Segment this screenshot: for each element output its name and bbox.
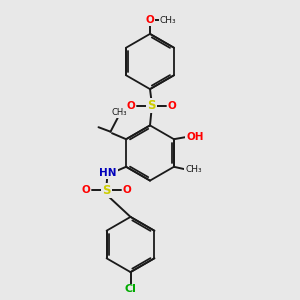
Text: O: O [123, 185, 131, 195]
Text: CH₃: CH₃ [111, 108, 127, 117]
Text: OH: OH [186, 132, 204, 142]
Text: HN: HN [99, 168, 117, 178]
Text: O: O [167, 100, 176, 111]
Text: S: S [102, 184, 111, 197]
Text: Cl: Cl [124, 284, 136, 295]
Text: O: O [82, 185, 91, 195]
Text: CH₃: CH₃ [160, 16, 176, 25]
Text: CH₃: CH₃ [185, 165, 202, 174]
Text: O: O [127, 100, 136, 111]
Text: O: O [146, 15, 154, 26]
Text: S: S [147, 99, 156, 112]
